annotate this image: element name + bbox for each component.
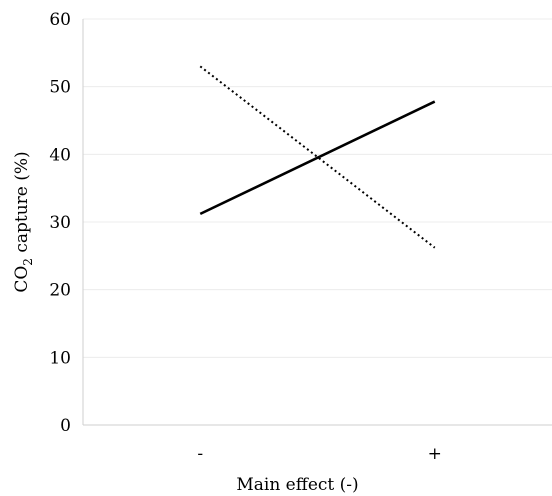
y-tick-labels: 0 10 20 30 40 50 60 <box>49 10 71 436</box>
x-tick-label: + <box>428 444 442 464</box>
gridlines <box>83 18 552 358</box>
x-tick-label: - <box>197 444 203 464</box>
y-tick-label: 60 <box>49 10 71 30</box>
y-axis-title: CO2 capture (%) <box>12 151 35 292</box>
y-tick-label: 20 <box>49 281 71 301</box>
x-tick-labels: - + <box>197 444 442 464</box>
y-axis-title-subscript: 2 <box>21 258 35 266</box>
y-tick-label: 30 <box>49 213 71 233</box>
y-tick-label: 50 <box>49 78 71 98</box>
x-axis-title: Main effect (-) <box>236 475 358 495</box>
y-tick-label: 40 <box>49 145 71 165</box>
series-lines <box>199 65 436 249</box>
y-axis-title-suffix: capture (%) <box>12 151 32 258</box>
series-line-solid <box>199 100 436 216</box>
y-tick-label: 10 <box>49 348 71 368</box>
y-tick-label: 0 <box>60 416 71 436</box>
y-axis-title-prefix: CO <box>12 266 32 293</box>
